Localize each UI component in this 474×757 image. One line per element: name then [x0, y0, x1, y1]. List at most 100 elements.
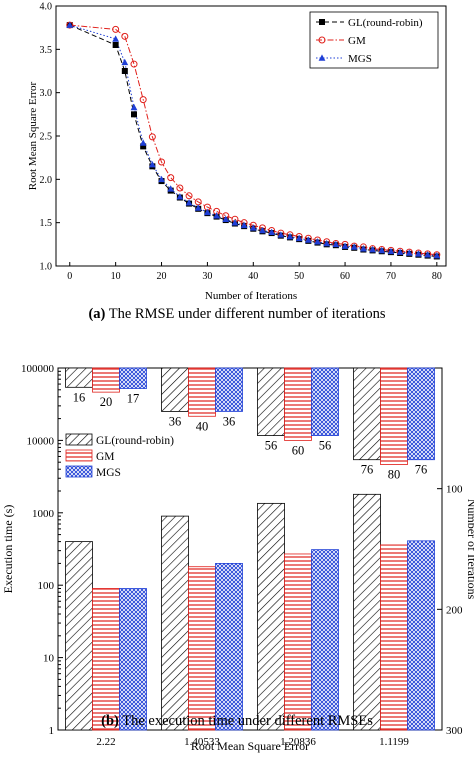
y2-tick-label-b: 300: [446, 725, 463, 737]
iteration-bar: [119, 367, 147, 389]
legend-swatch: [65, 449, 93, 462]
data-point-circle: [130, 60, 138, 68]
data-point-triangle: [387, 247, 395, 255]
time-bar: [353, 493, 381, 731]
data-point-triangle: [378, 246, 386, 254]
caption-b-tag: (b): [101, 713, 119, 729]
data-point-circle: [148, 133, 156, 141]
legend-label: GM: [348, 35, 366, 47]
legend-label: GM: [96, 451, 115, 463]
iteration-data-label: 76: [415, 463, 428, 477]
y-tick-label-b: 1000: [32, 508, 55, 520]
data-point-triangle: [194, 204, 202, 211]
data-point-triangle: [304, 236, 312, 243]
iteration-data-label: 17: [127, 392, 140, 406]
data-point-triangle: [222, 215, 230, 222]
y-tick-label-a: 3.0: [40, 88, 53, 99]
data-point-circle: [121, 32, 129, 40]
iteration-bar: [311, 367, 339, 436]
iteration-data-label: 40: [196, 419, 209, 433]
time-bar: [188, 566, 216, 731]
y-tick-label-a: 1.5: [40, 218, 53, 229]
iteration-data-label: 20: [100, 395, 113, 409]
data-point-triangle: [66, 21, 74, 28]
x-tick-label-b: 1.1199: [379, 736, 409, 748]
y2-axis-label-b: Number of Iterations: [465, 499, 474, 600]
legend-label: GL(round-robin): [96, 435, 174, 447]
data-point-circle: [112, 25, 120, 33]
data-point-triangle: [176, 193, 184, 200]
data-point-triangle: [295, 234, 303, 242]
x-tick-label-a: 70: [386, 271, 396, 282]
time-bar: [257, 502, 285, 731]
x-tick-label-a: 60: [340, 271, 350, 282]
iteration-data-label: 80: [388, 468, 401, 482]
data-point-triangle: [433, 252, 441, 259]
data-point-triangle: [332, 240, 340, 248]
data-point-triangle: [167, 185, 175, 192]
data-point-triangle: [424, 251, 432, 258]
data-point-triangle: [323, 239, 331, 247]
caption-b-text: The execution time under different RMSEs: [122, 713, 373, 729]
data-point-triangle: [204, 208, 211, 216]
iteration-bar: [161, 367, 189, 412]
legend-marker: [318, 36, 326, 44]
data-point-triangle: [350, 243, 358, 250]
time-bar: [284, 553, 312, 731]
data-point-circle: [139, 96, 147, 104]
y-tick-label-b: 100: [38, 580, 55, 592]
data-point-square: [121, 68, 128, 74]
iteration-data-label: 16: [73, 390, 86, 404]
data-point-triangle: [369, 245, 376, 253]
data-point-triangle: [139, 139, 147, 146]
data-point-triangle: [314, 238, 321, 245]
y-tick-label-b: 1: [49, 725, 55, 737]
y-tick-label-a: 4.0: [40, 2, 53, 13]
x-axis-label-a: Number of Iterations: [205, 290, 297, 302]
legend-b: GL(round-robin) GM MGS: [65, 433, 174, 479]
data-point-triangle: [360, 245, 367, 252]
data-point-triangle: [158, 175, 165, 183]
y-axis-label-b: Execution time (s): [1, 505, 15, 594]
time-bar: [215, 563, 243, 731]
iteration-bar: [407, 367, 435, 461]
data-point-circle: [185, 192, 193, 200]
legend-swatch: [65, 465, 93, 478]
legend-a: GL(round-robin) GM MGS: [309, 11, 439, 69]
time-bar: [161, 515, 189, 731]
y-tick-label-a: 1.0: [40, 262, 53, 273]
time-bar: [311, 549, 339, 731]
x-tick-label-a: 30: [202, 271, 212, 282]
x-tick-label-a: 50: [294, 271, 304, 282]
iteration-data-label: 36: [169, 414, 182, 428]
rmse-line-chart: 0 10 20 30 40 50 60 70 80 1.0 1.5 2.0 2.5 3.0 3.5 4.0 N…: [27, 2, 447, 302]
data-point-triangle: [185, 199, 193, 206]
time-bar: [380, 544, 408, 731]
y-axis-label-a: Root Mean Square Error: [27, 81, 39, 190]
data-point-square: [131, 111, 137, 118]
data-point-triangle: [396, 248, 404, 255]
y2-tick-label-b: 200: [446, 604, 463, 616]
x-tick-label-b: 2.22: [96, 736, 115, 748]
iteration-bar: [92, 367, 120, 393]
data-point-square: [112, 42, 119, 48]
time-bar: [65, 541, 93, 731]
legend-marker: [318, 54, 326, 61]
data-point-triangle: [112, 35, 120, 42]
data-point-triangle: [259, 226, 266, 234]
legend-label: MGS: [348, 53, 372, 65]
y-tick-label-a: 3.5: [40, 45, 53, 56]
y2-tick-label-b: 100: [446, 484, 463, 496]
iteration-bar: [65, 367, 93, 388]
legend-swatch: [65, 433, 93, 446]
time-bar: [119, 588, 147, 731]
data-point-circle: [167, 174, 175, 182]
legend-label: GL(round-robin): [348, 17, 423, 29]
iteration-data-label: 56: [265, 439, 278, 453]
y-tick-label-b: 10000: [27, 435, 55, 447]
data-point-triangle: [121, 58, 129, 66]
y-tick-label-a: 2.0: [40, 175, 53, 186]
iteration-data-label: 76: [361, 463, 374, 477]
time-bar: [407, 540, 435, 731]
data-point-triangle: [286, 232, 294, 240]
